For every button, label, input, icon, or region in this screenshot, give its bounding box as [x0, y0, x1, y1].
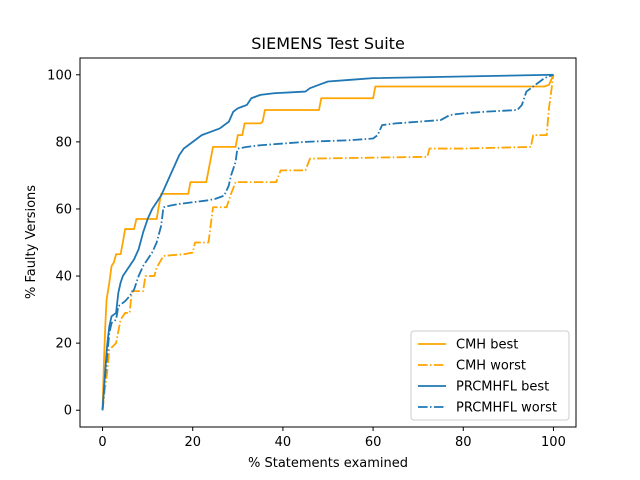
series-line-1: [101, 74, 555, 411]
y-tick-label: 0: [64, 404, 72, 419]
x-tick-label: 60: [365, 435, 382, 450]
x-axis: 0 20 40 60 80 100: [98, 427, 566, 450]
plot-frame: [79, 57, 577, 428]
x-tick-label: 100: [541, 435, 566, 450]
y-axis-title: % Faulty Versions: [24, 185, 39, 299]
legend-label: PRCMHFL best: [456, 380, 549, 395]
series-layer: [101, 73, 555, 411]
x-tick-label: 20: [184, 435, 201, 450]
y-tick-label: 60: [55, 202, 72, 217]
x-axis-title: % Statements examined: [248, 456, 408, 471]
legend-label: PRCMHFL worst: [456, 401, 557, 416]
series-line-4: [101, 73, 554, 411]
legend-box: [410, 330, 570, 421]
y-tick-label: 20: [55, 337, 72, 352]
y-tick-label: 40: [55, 270, 72, 285]
legend-label: CMH worst: [456, 359, 526, 374]
series-line-2: [101, 74, 555, 411]
x-tick-label: 80: [455, 435, 472, 450]
legend: CMH best CMH worst PRCMHFL best PRCMHFL wor…: [410, 330, 570, 421]
legend-label: CMH best: [456, 338, 518, 353]
y-tick-label: 80: [55, 135, 72, 150]
x-tick-label: 0: [98, 435, 106, 450]
chart-title: SIEMENS Test Suite: [251, 34, 405, 53]
y-axis: 0 20 40 60 80 100: [47, 68, 80, 419]
x-tick-label: 40: [275, 435, 292, 450]
series-line-3: [101, 73, 554, 411]
y-tick-label: 100: [47, 68, 72, 83]
